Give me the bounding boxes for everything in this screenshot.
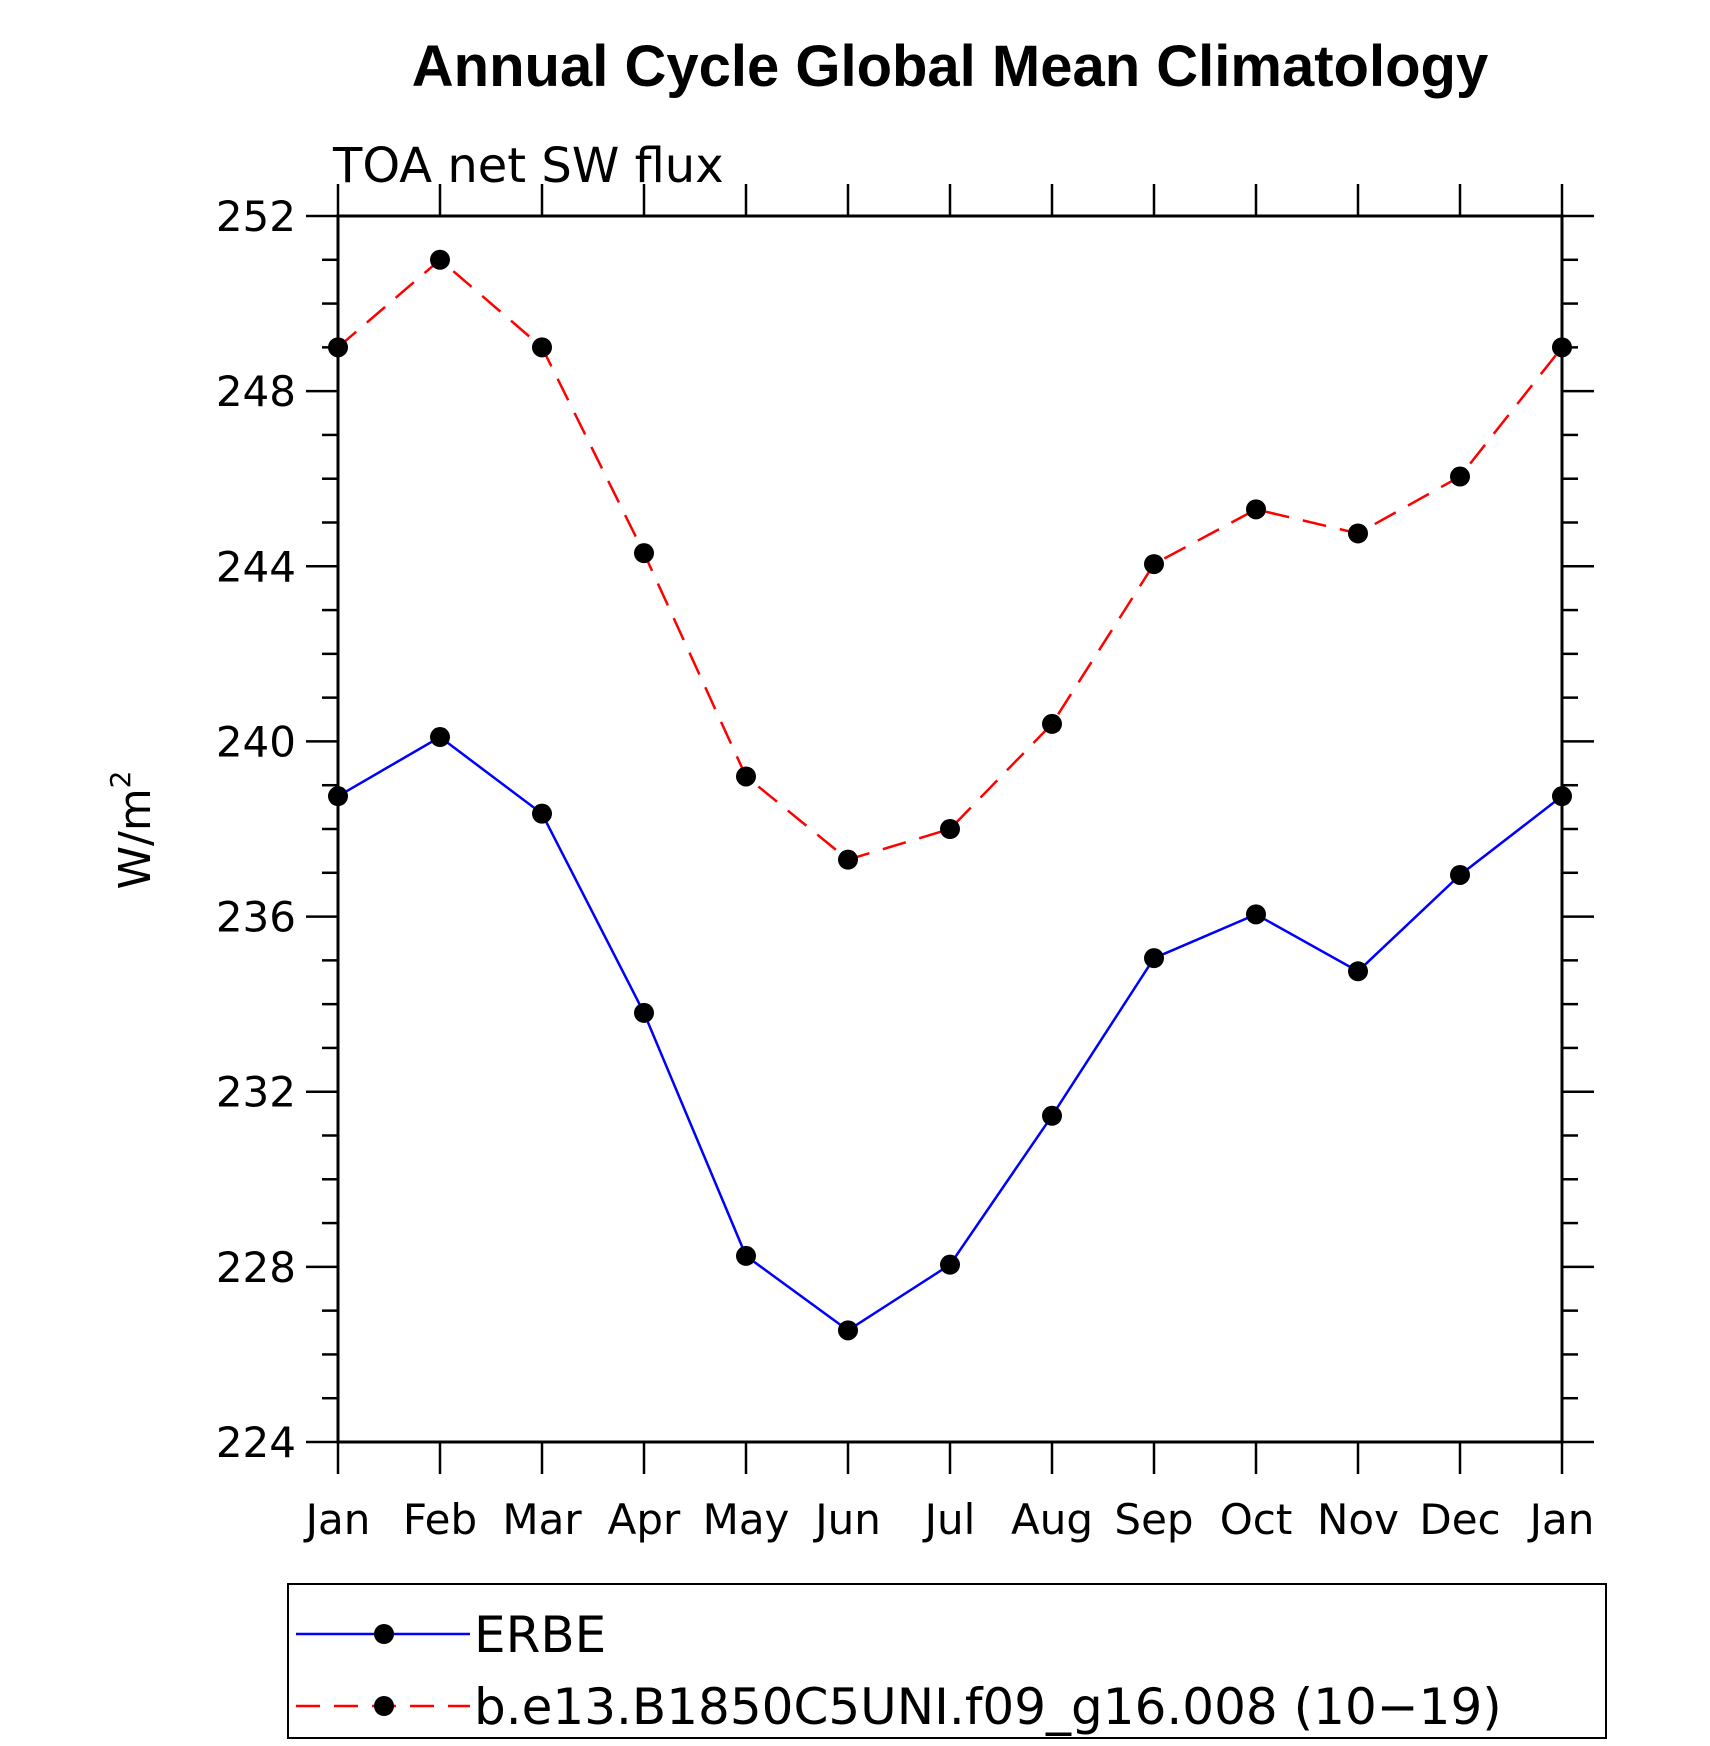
data-point-series-1 [736,1245,756,1266]
x-tick-label: Aug [1011,1495,1093,1544]
data-point-series-2 [1450,466,1470,487]
data-point-series-2 [328,337,348,358]
y-axis-label: W/m2 [104,770,161,889]
x-tick-label: Feb [403,1495,477,1544]
svg-text:W/m2: W/m2 [104,770,161,889]
x-tick-label: Jan [303,1495,371,1544]
data-point-series-2 [1552,337,1572,358]
data-point-series-2 [940,819,960,839]
x-tick-label: May [703,1495,790,1544]
data-point-series-1 [940,1254,960,1275]
legend-label-1: ERBE [474,1606,606,1664]
data-point-series-1 [1348,961,1368,982]
data-point-series-2 [838,849,858,870]
y-axis-label-superscript: 2 [104,770,137,788]
x-tick-label: Oct [1220,1495,1293,1544]
x-tick-label: Mar [502,1495,582,1544]
data-point-series-1 [1246,904,1266,925]
data-point-series-1 [1144,948,1164,969]
data-point-series-1 [430,727,450,748]
y-tick-label: 244 [216,542,296,591]
legend-marker-2 [374,1696,394,1716]
data-point-series-1 [838,1320,858,1341]
data-point-series-2 [1042,713,1062,734]
y-tick-label: 240 [216,717,296,766]
data-point-series-2 [1144,554,1164,575]
data-point-series-2 [430,249,450,270]
data-point-series-2 [736,766,756,787]
chart-title: Annual Cycle Global Mean Climatology [412,34,1488,99]
data-point-series-1 [1552,786,1572,807]
x-tick-label: Dec [1419,1495,1500,1544]
data-point-series-2 [634,543,654,564]
x-tick-label: Jan [1527,1495,1595,1544]
x-tick-label: Nov [1317,1495,1399,1544]
y-axis-label-text: W/m [110,788,161,889]
x-tick-label: Apr [608,1495,681,1544]
data-point-series-2 [1246,499,1266,520]
legend-box [287,1583,1607,1739]
y-tick-label: 228 [216,1243,296,1292]
x-tick-label: Jul [922,1495,976,1544]
y-tick-label: 232 [216,1068,296,1117]
data-point-series-1 [1042,1105,1062,1126]
data-point-series-1 [1450,864,1470,885]
legend: ERBE b.e13.B1850C5UNI.f09_g16.008 (10−19) [287,1583,1607,1739]
chart-subtitle: TOA net SW flux [332,138,724,194]
y-tick-label: 252 [216,192,296,241]
data-point-series-2 [532,337,552,358]
y-tick-label: 224 [216,1418,296,1467]
data-point-series-2 [1348,523,1368,544]
x-tick-label: Sep [1114,1495,1193,1544]
data-point-series-1 [328,786,348,807]
x-tick-label: Jun [812,1495,881,1544]
legend-label-2: b.e13.B1850C5UNI.f09_g16.008 (10−19) [474,1678,1502,1736]
y-tick-label: 248 [216,367,296,416]
y-tick-label: 236 [216,893,296,942]
plot-area: 224 228 232 236 240 244 248 252 Jan Feb Mar Apr May J… [216,184,1595,1544]
data-point-series-1 [532,803,552,824]
data-point-series-1 [634,1002,654,1023]
legend-marker-1 [374,1624,394,1644]
series-line-2 [337,258,1563,862]
